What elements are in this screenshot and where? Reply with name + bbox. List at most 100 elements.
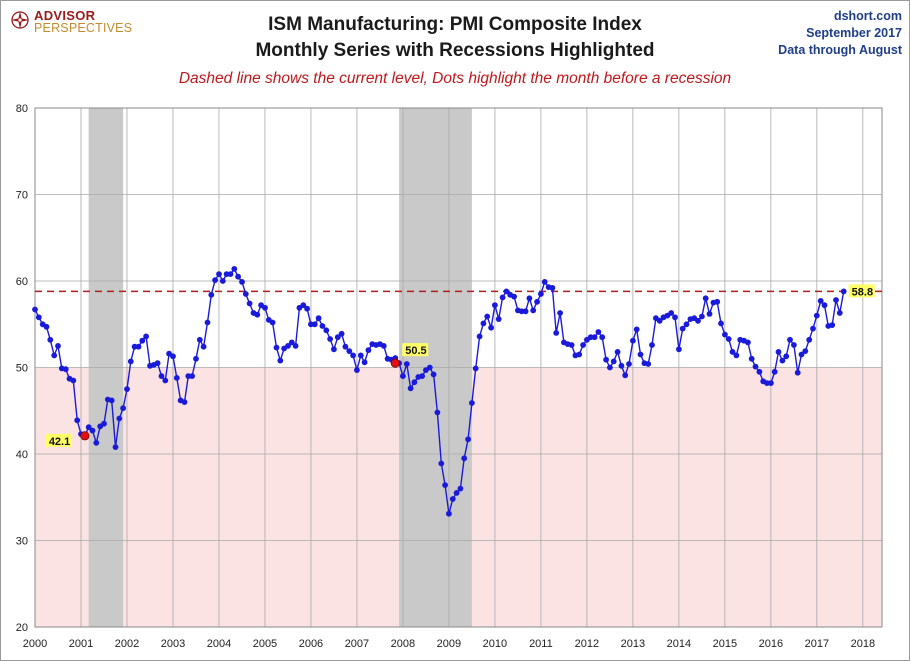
value-label-highlight [402,343,429,357]
pmi-point [476,333,483,340]
pmi-point [62,366,69,373]
data-through-label: Data through August [778,43,902,57]
pmi-point [246,300,253,307]
pmi-point [672,314,678,321]
pmi-point [610,358,617,365]
pmi-point [752,363,759,370]
pmi-point [120,405,126,412]
pmi-point [553,330,560,336]
pmi-point [453,490,460,496]
pmi-point [407,385,414,392]
pmi-point [346,348,353,354]
pmi-point [706,311,713,317]
pmi-point [55,343,61,349]
x-tick-label-2006: 2006 [299,638,323,650]
pmi-point [630,337,636,344]
pmi-point [219,278,226,284]
pmi-point [718,320,724,327]
pmi-point [212,277,219,283]
pmi-point [775,349,782,355]
y-tick-label-80: 80 [16,103,28,115]
pmi-point [679,325,686,332]
pmi-point [618,362,625,369]
pmi-point [787,336,793,343]
pmi-point [327,336,333,342]
y-tick-label-20: 20 [16,622,28,634]
pmi-point [836,310,843,316]
pmi-point [235,273,242,280]
pmi-point [116,415,123,422]
pmi-point [446,510,452,517]
pmi-point [714,298,721,305]
pmi-point [173,375,180,381]
value-label-highlight [848,284,875,298]
pmi-point [124,386,130,392]
pmi-point [722,331,728,338]
pmi-point [813,312,820,319]
chart-title-line1: ISM Manufacturing: PMI Composite Index [268,14,642,35]
pmi-point [503,288,510,295]
compass-rose-icon [11,11,29,29]
pmi-point [779,357,786,364]
pmi-point [549,285,556,291]
pmi-point [768,380,774,386]
pmi-point [637,351,644,358]
x-tick-label-2000: 2000 [23,638,47,650]
x-tick-label-2017: 2017 [805,638,829,650]
pmi-point [810,325,816,332]
pmi-point [196,336,203,343]
pmi-point [426,364,433,371]
pmi-point [262,304,268,311]
x-tick-label-2016: 2016 [759,638,783,650]
pmi-point [495,316,502,322]
pmi-point [108,397,115,404]
pmi-point [557,310,563,316]
pmi-point [633,326,640,333]
pmi-point [357,352,364,359]
pmi-point [380,343,387,349]
pmi-point [85,424,92,431]
pmi-point [614,349,621,355]
x-tick-label-2018: 2018 [851,638,875,650]
y-tick-label-60: 60 [16,276,28,288]
pmi-point [32,306,38,313]
pmi-point [580,342,586,348]
pmi-point [526,295,533,302]
x-tick-label-2001: 2001 [69,638,93,650]
pmi-point [361,359,368,366]
pmi-point [143,333,150,340]
pmi-point [729,349,736,355]
x-tick-label-2005: 2005 [253,638,277,650]
value-label: 50.5 [405,345,426,357]
source-label: dshort.com [833,9,902,23]
chart-title-line2: Monthly Series with Recessions Highlight… [255,40,655,61]
pmi-point [591,334,598,341]
pmi-point [158,373,165,379]
pmi-point [101,420,107,427]
pmi-point [802,348,809,354]
pmi-point [135,343,142,350]
pmi-point [338,330,345,337]
value-label: 58.8 [852,286,873,298]
pmi-point [622,372,629,379]
pmi-point [668,310,675,316]
pmi-point [676,346,682,353]
pmi-point [771,368,778,375]
pmi-point [419,373,425,379]
pmi-point [93,439,100,446]
pmi-point [342,343,349,350]
x-tick-label-2004: 2004 [207,638,231,650]
y-tick-label-30: 30 [16,536,28,548]
pmi-point [331,346,337,353]
pmi-point [430,371,437,378]
pmi-point [139,337,146,344]
pmi-point [829,322,836,328]
pmi-point [756,368,763,375]
pmi-point [457,485,464,492]
pmi-point [315,315,322,322]
pmi-point [833,297,839,303]
y-tick-label-70: 70 [16,190,28,202]
x-tick-label-2012: 2012 [575,638,599,650]
pmi-point [595,329,602,335]
